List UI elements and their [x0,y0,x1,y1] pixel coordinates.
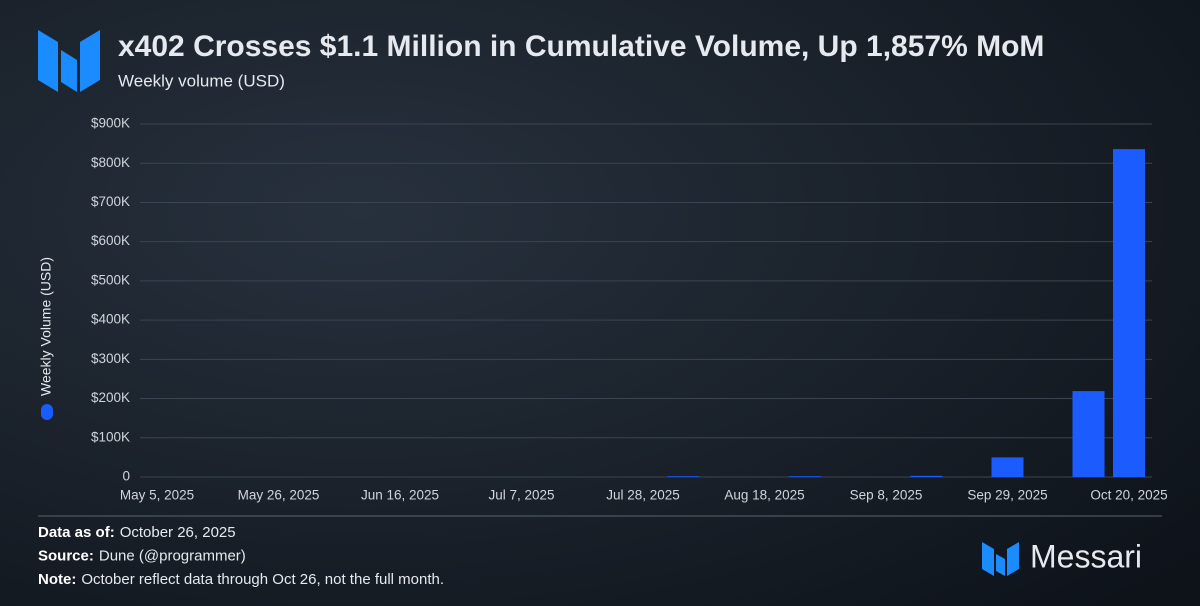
brand-name: Messari [1030,538,1142,574]
x-tick-label: Jul 28, 2025 [606,488,680,503]
y-tick-label: $900K [91,116,130,131]
y-tick-label: $800K [91,155,130,170]
legend: Weekly Volume (USD) [38,257,54,420]
bar [910,475,943,477]
y-tick-label: $200K [91,390,130,405]
chart-subtitle: Weekly volume (USD) [118,71,285,90]
footer-note-text: October 26, 2025 [120,524,236,541]
bar [1113,149,1145,477]
chart-title: x402 Crosses $1.1 Million in Cumulative … [118,30,1044,63]
brand-logo [982,542,1019,576]
y-tick-label: $100K [91,429,130,444]
bar [991,457,1024,477]
legend-label: Weekly Volume (USD) [38,257,54,396]
x-tick-label: Jul 7, 2025 [488,488,554,503]
x-tick-label: May 26, 2025 [238,488,320,503]
logo [38,30,100,92]
y-tick-label: 0 [122,469,130,484]
footer-note-label: Source: [38,547,94,564]
x-tick-label: Sep 29, 2025 [967,488,1047,503]
x-tick-label: May 5, 2025 [120,488,194,503]
y-tick-label: $500K [91,272,130,287]
legend-swatch [41,404,53,420]
footer-note-text: October reflect data through Oct 26, not… [81,571,444,588]
y-tick-label: $400K [91,312,130,327]
y-tick-label: $300K [91,351,130,366]
x-tick-label: Jun 16, 2025 [361,488,439,503]
bar [667,476,700,477]
bar [789,476,821,477]
footer-note: Note: October reflect data through Oct 26… [38,571,444,588]
x-tick-label: Aug 18, 2025 [724,488,804,503]
x-tick-label: Oct 20, 2025 [1090,488,1167,503]
footer-note: Source: Dune (@programmer) [38,547,246,564]
x-tick-label: Sep 8, 2025 [850,488,923,503]
y-tick-label: $700K [91,194,130,209]
footer-note: Data as of: October 26, 2025 [38,524,236,541]
bar [1072,391,1105,477]
footer-note-text: Dune (@programmer) [99,547,246,564]
footer-note-label: Data as of: [38,524,115,541]
footer-note-label: Note: [38,571,76,588]
y-tick-label: $600K [91,233,130,248]
